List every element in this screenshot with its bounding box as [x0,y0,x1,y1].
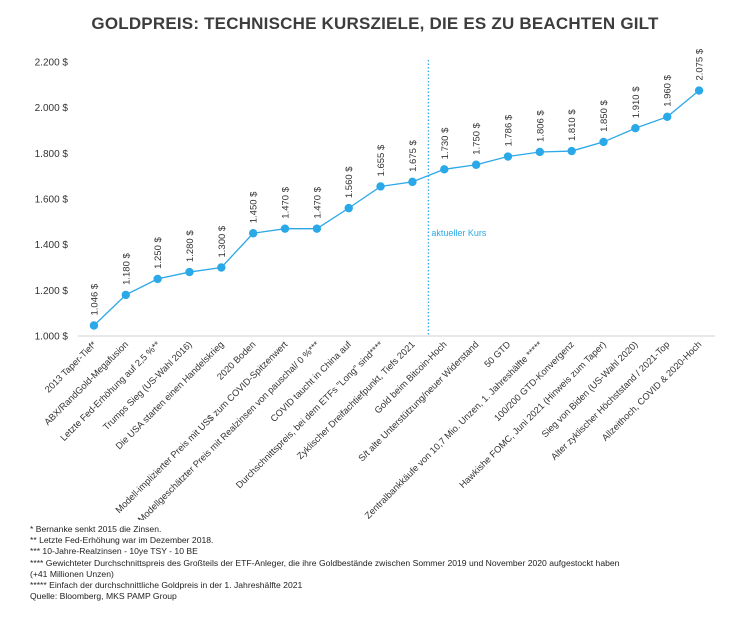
y-tick-label: 1.600 $ [35,195,69,206]
data-label: 1.786 $ [503,114,514,146]
data-point [248,229,258,238]
data-point [631,124,640,133]
data-label: 1.470 $ [281,186,292,218]
data-label: 1.810 $ [567,109,578,141]
axes: 1.000 $ 1.200 $ 1.400 $ 1.600 $ 1.800 $ 2.000… [35,58,715,343]
footnotes: * Bernanke senkt 2015 die Zinsen. ** Let… [30,524,745,602]
data-label: 1.850 $ [599,100,610,132]
x-tick-label: Durchschnittspreis, bei dem ETFs "Long" … [234,339,385,490]
footnote-5: ***** Einfach der durchschnittliche Gold… [30,580,303,591]
line-chart: 1.000 $ 1.200 $ 1.400 $ 1.600 $ 1.800 $ 2.000… [35,48,715,520]
y-tick-label: 1.400 $ [35,240,69,251]
data-point [89,321,99,330]
data-label: 1.300 $ [217,225,228,257]
x-tick-label: Alter zyklischer Höchststand / 2021-Top [549,339,672,462]
data-point [663,112,672,122]
data-point [503,152,513,161]
series-line [93,90,700,326]
footnote-1: * Bernanke senkt 2015 die Zinsen. [30,524,162,534]
data-point [471,160,481,169]
series-layer [89,86,704,330]
footnote-2: ** Letzte Fed-Erhöhung war im Dezember 2… [30,535,214,546]
data-label: 1.730 $ [440,127,451,159]
footnote-3: *** 10-Jahre-Realzinsen - 10ye TSY - 10 … [30,546,198,557]
data-label: 1.910 $ [631,86,642,118]
data-point [280,224,290,233]
y-tick-label: 2.000 $ [35,103,69,114]
x-tick-label: 50 GTD [482,339,512,369]
chart-title: GOLDPREIS: TECHNISCHE KURSZIELE, DIE ES … [91,14,659,33]
footnote-4-continued: (+41 Millionen Unzen) [30,568,114,579]
x-tick-label-layer: 2013 Taper-Tief*ABX/RandGold-MegafusionL… [42,339,703,520]
data-label: 2.075 $ [695,48,706,80]
data-label: 1.280 $ [185,230,196,262]
data-point [408,177,417,187]
y-tick-label: 2.200 $ [35,58,69,69]
data-point [312,224,322,233]
data-label-layer: 1.046 $ 1.180 $ 1.250 $ 1.280 $ 1.300 $ 1.450… [89,48,705,315]
data-point [376,182,385,191]
data-label: 1.450 $ [249,191,260,223]
x-tick-label: S/t alte Unterstützung/neuer Widerstand [357,339,481,463]
source-note: Quelle: Bloomberg, MKS PAMP Group [30,591,177,602]
data-label: 1.750 $ [472,122,483,154]
data-point [694,86,704,95]
y-tick-label: 1.800 $ [35,149,69,160]
data-label: 1.046 $ [89,283,100,315]
x-tick-label: Hawkishe FOMC, Juni 2021 (Hinweis zum Ta… [457,339,608,490]
data-point [440,165,449,174]
data-point [535,147,545,157]
data-label: 1.250 $ [153,237,164,269]
data-label: 1.180 $ [121,252,132,284]
data-label: 1.675 $ [408,139,419,171]
data-label: 1.655 $ [376,144,387,176]
data-point [121,290,130,300]
x-tick-label: Zyklischer Dreifachtiefpunkt, Tiefs 2021 [295,339,417,461]
data-point [567,146,576,156]
data-point [217,263,226,272]
y-tick-label: 1.000 $ [35,332,69,343]
data-point [599,137,608,147]
data-label: 1.470 $ [312,186,323,218]
y-tick-label: 1.200 $ [35,286,69,297]
data-point [153,274,162,284]
annotation-layer: aktueller Kurs [427,60,487,336]
data-label: 1.960 $ [663,74,674,106]
data-label: 1.560 $ [344,166,355,198]
footnote-4: **** Gewichteter Durchschnittspreis des … [30,557,620,568]
data-label: 1.806 $ [535,110,546,142]
data-point [185,267,194,277]
data-point [344,203,353,213]
current-price-label: aktueller Kurs [431,228,487,238]
